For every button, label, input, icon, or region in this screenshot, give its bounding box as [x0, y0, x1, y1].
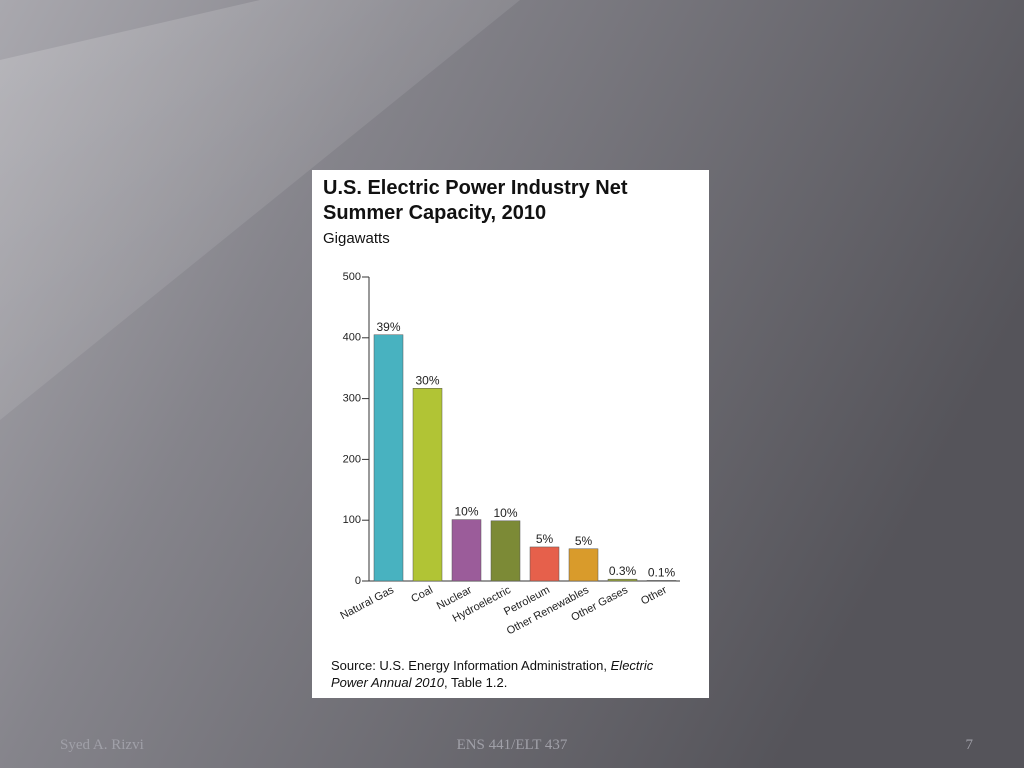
- bar: [646, 580, 677, 582]
- chart-title: U.S. Electric Power Industry Net: [323, 177, 628, 199]
- bar: [373, 334, 404, 582]
- source-text: , Table 1.2.: [444, 675, 507, 690]
- chart-title: Summer Capacity, 2010: [323, 202, 546, 224]
- background-streak: [0, 0, 520, 420]
- y-tick-label: 500: [343, 271, 361, 283]
- bar: [607, 578, 638, 582]
- share-label: 5%: [575, 534, 593, 548]
- footer-author: Syed A. Rizvi: [60, 737, 144, 753]
- bar: [451, 519, 482, 582]
- bar: [412, 388, 443, 582]
- source-text: Power Annual 2010: [331, 675, 445, 690]
- share-label: 10%: [493, 506, 517, 520]
- bar: [529, 546, 560, 582]
- y-tick-label: 100: [343, 514, 361, 526]
- footer-page: 7: [966, 737, 974, 753]
- share-label: 10%: [454, 505, 478, 519]
- bar: [490, 520, 521, 582]
- share-label: 0.1%: [648, 565, 676, 579]
- share-label: 5%: [536, 532, 554, 546]
- chart-subtitle: Gigawatts: [323, 230, 390, 247]
- source-text: Electric: [611, 658, 654, 673]
- share-label: 30%: [415, 373, 439, 387]
- y-tick-label: 300: [343, 393, 361, 405]
- bar: [568, 548, 599, 582]
- source-text: Source: U.S. Energy Information Administ…: [331, 658, 611, 673]
- y-tick-label: 200: [343, 453, 361, 465]
- chart-panel: [312, 170, 709, 698]
- source-note: Source: U.S. Energy Information Administ…: [331, 658, 654, 673]
- share-label: 0.3%: [609, 564, 637, 578]
- source-note: Power Annual 2010, Table 1.2.: [331, 675, 507, 690]
- share-label: 39%: [376, 320, 400, 334]
- y-tick-label: 400: [343, 332, 361, 344]
- footer-course: ENS 441/ELT 437: [457, 737, 568, 753]
- y-tick-label: 0: [355, 575, 361, 587]
